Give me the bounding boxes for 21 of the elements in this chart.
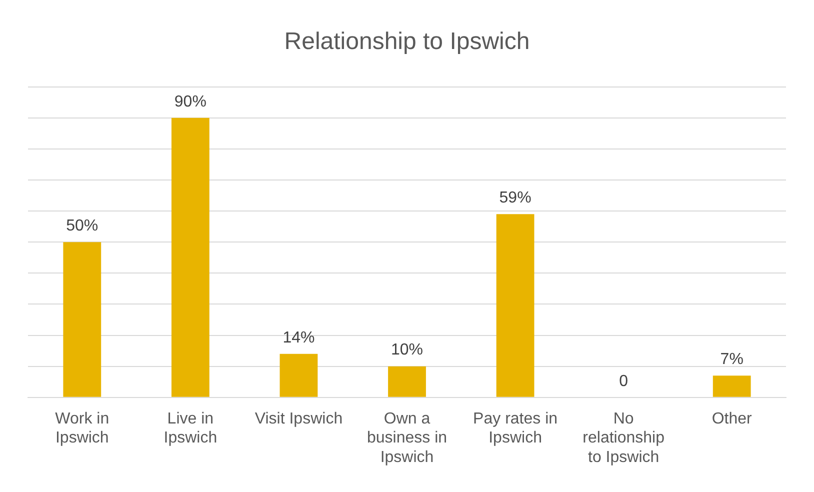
- bar: [280, 354, 318, 397]
- x-tick-label: Other: [712, 410, 753, 428]
- x-tick-label: Visit Ipswich: [254, 410, 343, 428]
- x-tick-label: Own a business in Ipswich: [366, 410, 448, 466]
- bar: [496, 214, 534, 397]
- bar: [388, 366, 426, 397]
- bar: [712, 376, 751, 397]
- data-label: 59%: [499, 190, 532, 207]
- x-tick-label: Work in Ipswich: [55, 410, 110, 447]
- bar: [63, 242, 102, 397]
- chart-title: Relationship to Ipswich: [284, 28, 530, 56]
- bar: [171, 118, 210, 397]
- data-label: 14%: [282, 329, 315, 346]
- x-tick-label: Pay rates in Ipswich: [473, 410, 558, 447]
- data-label: 7%: [720, 351, 744, 368]
- x-tick-label: No relationship to Ipswich: [582, 410, 665, 466]
- data-label: 0: [619, 372, 628, 390]
- x-tick-label: Live in Ipswich: [164, 410, 218, 447]
- data-label: 90%: [174, 93, 206, 110]
- data-label: 10%: [390, 342, 424, 359]
- data-label: 50%: [66, 218, 98, 235]
